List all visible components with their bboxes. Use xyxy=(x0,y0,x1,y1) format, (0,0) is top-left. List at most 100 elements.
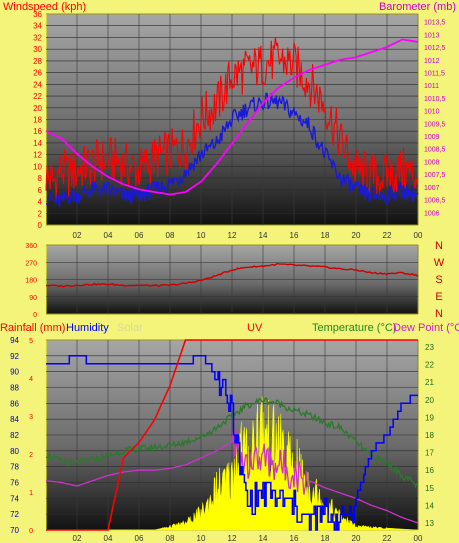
tick-label-time: 10 xyxy=(197,231,206,240)
tick-label-barometer: 1006 xyxy=(424,210,440,217)
humidity-title: Humidity xyxy=(66,322,109,334)
tick-label-barometer: 1013 xyxy=(424,32,440,39)
tick-label-time: 20 xyxy=(352,534,361,543)
tick-label-time: 00 xyxy=(414,231,423,240)
tick-label-windspeed: 32 xyxy=(33,33,42,42)
tick-label-windspeed: 20 xyxy=(33,104,42,113)
tick-label-rainfall: 0 xyxy=(29,528,33,535)
tick-label-direction: 0 xyxy=(33,312,37,319)
tick-label-time: 00 xyxy=(414,534,423,543)
tick-label-humidity: 92 xyxy=(10,352,19,361)
panel1-series xyxy=(45,36,419,207)
windspeed-line xyxy=(45,36,419,201)
compass-letter: S xyxy=(435,274,442,286)
temperature-axis: 13 14 15 16 17 18 19 20 21 22 23 xyxy=(425,343,434,528)
tick-label-time: 22 xyxy=(383,534,392,543)
tick-label-time: 06 xyxy=(135,534,144,543)
tick-label-windspeed: 6 xyxy=(38,186,43,195)
tick-label-humidity: 88 xyxy=(10,384,19,393)
tick-label-barometer: 1012,5 xyxy=(424,45,446,52)
tick-label-rainfall: 1 xyxy=(29,490,33,497)
tick-label-temperature: 23 xyxy=(425,343,434,352)
tick-label-windspeed: 10 xyxy=(33,162,42,171)
tick-label-humidity: 82 xyxy=(10,431,19,440)
tick-label-barometer: 1009,5 xyxy=(424,121,446,128)
tick-label-temperature: 16 xyxy=(425,466,434,475)
tick-label-rainfall: 4 xyxy=(29,376,33,383)
tick-label-time: 16 xyxy=(290,534,299,543)
tick-label-temperature: 14 xyxy=(425,501,434,510)
windspeed-title: Windspeed (kph) xyxy=(3,1,86,13)
tick-label-temperature: 17 xyxy=(425,449,434,458)
tick-label-humidity: 84 xyxy=(10,415,19,424)
tick-label-barometer: 1010 xyxy=(424,109,440,116)
tick-label-rainfall: 5 xyxy=(29,338,33,345)
tick-label-time: 04 xyxy=(104,534,113,543)
tick-label-windspeed: 36 xyxy=(33,10,42,19)
tick-label-time: 14 xyxy=(259,534,268,543)
tick-label-time: 20 xyxy=(352,231,361,240)
barometer-line xyxy=(45,38,419,196)
panel3-series xyxy=(45,339,419,531)
time-axis-bottom: 02 04 06 08 10 12 14 16 18 20 22 00 xyxy=(73,534,423,543)
tick-label-barometer: 1007,5 xyxy=(424,172,446,179)
tick-label-windspeed: 4 xyxy=(38,198,43,207)
tick-label-humidity: 78 xyxy=(10,463,19,472)
compass-letter: E xyxy=(435,291,442,303)
time-axis: 02 04 06 08 10 12 14 16 18 20 22 00 xyxy=(73,231,423,240)
tick-label-humidity: 94 xyxy=(10,336,19,345)
tick-label-windspeed: 22 xyxy=(33,92,42,101)
tick-label-direction: 270 xyxy=(25,260,37,267)
tick-label-barometer: 1009 xyxy=(424,134,440,141)
tick-label-temperature: 18 xyxy=(425,431,434,440)
tick-label-windspeed: 26 xyxy=(33,69,42,78)
tick-label-barometer: 1010,5 xyxy=(424,96,446,103)
rainfall-axis: 0 1 2 3 4 5 xyxy=(29,338,33,535)
tick-label-windspeed: 2 xyxy=(38,209,43,218)
tick-label-time: 02 xyxy=(73,231,82,240)
tick-label-temperature: 13 xyxy=(425,519,434,528)
tick-label-humidity: 74 xyxy=(10,494,19,503)
tick-label-windspeed: 8 xyxy=(38,174,43,183)
tick-label-time: 14 xyxy=(259,231,268,240)
barometer-axis: 1006 1006,5 1007 1007,5 1008 1008,5 1009 1009,5… xyxy=(424,20,446,218)
uv-title: UV xyxy=(247,322,263,334)
tick-label-temperature: 15 xyxy=(425,484,434,493)
wind-direction-line xyxy=(45,263,419,288)
rainfall-line xyxy=(46,339,418,531)
tick-label-humidity: 70 xyxy=(10,526,19,535)
tick-label-time: 06 xyxy=(135,231,144,240)
tick-label-barometer: 1011 xyxy=(424,83,439,90)
tick-label-barometer: 1008 xyxy=(424,159,440,166)
tick-label-windspeed: 24 xyxy=(33,80,42,89)
tick-label-time: 18 xyxy=(321,231,330,240)
tick-label-humidity: 86 xyxy=(10,399,19,408)
tick-label-humidity: 76 xyxy=(10,479,19,488)
temperature-title: Temperature (°C) xyxy=(312,322,396,334)
tick-label-time: 10 xyxy=(197,534,206,543)
tick-label-time: 16 xyxy=(290,231,299,240)
tick-label-temperature: 20 xyxy=(425,396,434,405)
tick-label-direction: 90 xyxy=(29,295,37,302)
tick-label-time: 12 xyxy=(228,231,237,240)
rainfall-title: Rainfall (mm) xyxy=(0,322,65,334)
tick-label-time: 22 xyxy=(383,231,392,240)
compass-letter: N xyxy=(435,240,443,252)
tick-label-windspeed: 28 xyxy=(33,57,42,66)
compass-letter: W xyxy=(434,257,445,269)
tick-label-direction: 180 xyxy=(25,278,37,285)
dewpoint-title: Dew Point (°C) xyxy=(393,322,459,334)
tick-label-windspeed: 16 xyxy=(33,127,42,136)
tick-label-barometer: 1008,5 xyxy=(424,147,446,154)
humidity-line xyxy=(46,355,418,531)
tick-label-time: 08 xyxy=(166,534,175,543)
tick-label-windspeed: 12 xyxy=(33,151,42,160)
panel2-series xyxy=(45,263,419,288)
tick-label-temperature: 19 xyxy=(425,413,434,422)
tick-label-windspeed: 0 xyxy=(38,221,43,230)
